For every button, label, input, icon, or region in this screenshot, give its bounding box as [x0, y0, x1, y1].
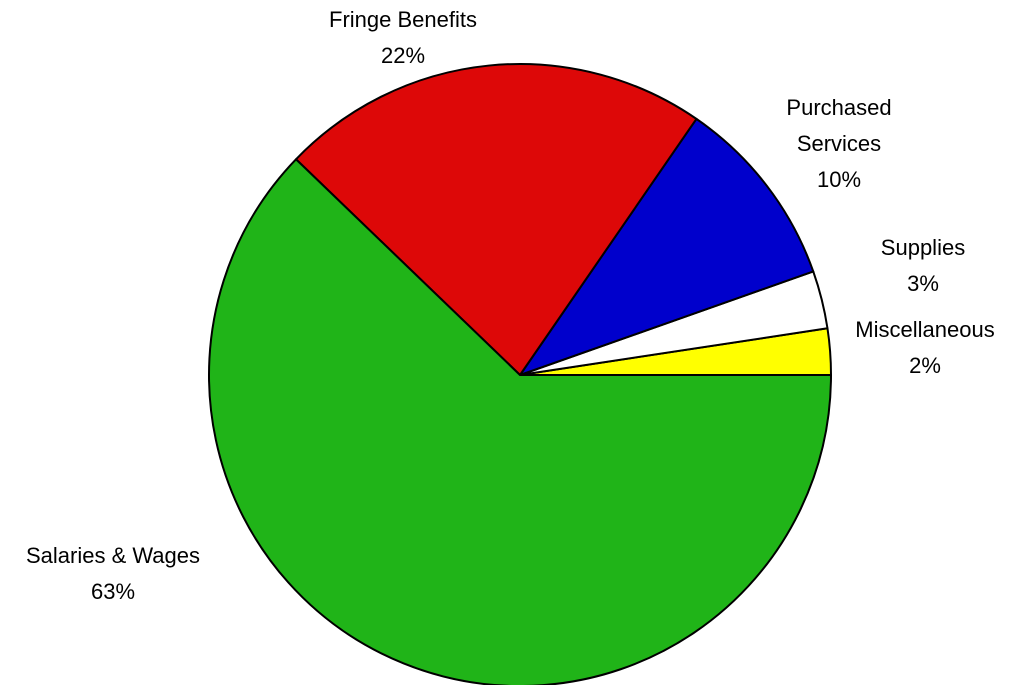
slice-label-purchased-services-percent: 10% — [816, 167, 862, 192]
slice-label-salaries-wages-percent: 63% — [90, 579, 136, 604]
slice-label-purchased-services: Purchased Services 10% — [786, 90, 891, 198]
pie-slice-salaries-wages — [208, 158, 832, 685]
slice-label-miscellaneous-percent: 2% — [909, 353, 941, 378]
slice-label-supplies: Supplies 3% — [881, 230, 965, 302]
slice-label-salaries-wages: Salaries & Wages 63% — [26, 538, 200, 610]
slice-label-fringe-benefits-name: Fringe Benefits — [329, 7, 477, 32]
slice-label-miscellaneous-name: Miscellaneous — [855, 317, 995, 342]
pie-slice-fringe-benefits — [294, 63, 698, 376]
slice-label-salaries-wages-name: Salaries & Wages — [25, 543, 201, 568]
slice-label-fringe-benefits: Fringe Benefits 22% — [329, 2, 477, 74]
pie-slice-purchased-services — [519, 117, 815, 376]
slice-label-supplies-percent: 3% — [907, 271, 939, 296]
slice-label-supplies-name: Supplies — [880, 235, 966, 260]
slice-label-fringe-benefits-percent: 22% — [380, 43, 426, 68]
slice-label-purchased-services-name-2: Services — [796, 131, 882, 156]
slice-label-purchased-services-name-1: Purchased — [786, 95, 892, 120]
slice-label-miscellaneous: Miscellaneous 2% — [855, 312, 994, 384]
